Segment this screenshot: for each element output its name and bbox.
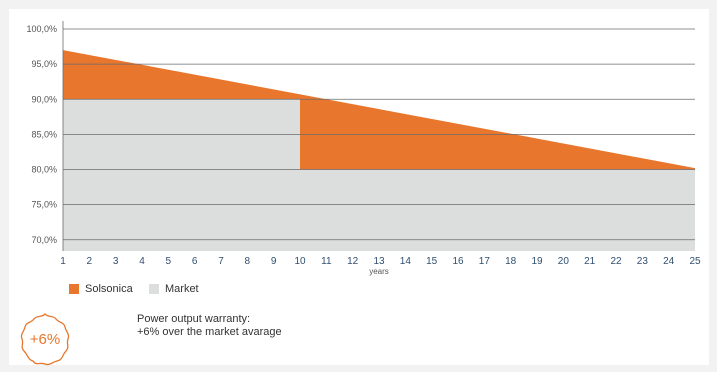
badge-label: +6%: [29, 330, 61, 348]
x-tick-label: 17: [479, 256, 491, 267]
warranty-line-1: Power output warranty:: [137, 313, 251, 325]
x-tick-label: 15: [426, 256, 438, 267]
x-tick-label: 5: [166, 256, 172, 267]
y-tick-label: 80,0%: [31, 165, 57, 175]
x-tick-label: 6: [192, 256, 198, 267]
x-axis-unit-label: years: [369, 267, 389, 276]
x-tick-label: 18: [505, 256, 517, 267]
x-tick-label: 19: [531, 256, 543, 267]
warranty-text: Power output warranty: +6% over the mark…: [137, 313, 282, 339]
x-tick-label: 23: [637, 256, 649, 267]
x-tick-label: 11: [321, 256, 332, 267]
legend-label-solsonica: Solsonica: [85, 283, 133, 295]
legend-label-market: Market: [165, 283, 199, 295]
seal-badge-icon: [20, 313, 70, 366]
x-tick-label: 8: [245, 256, 251, 267]
legend-swatch-market: [149, 284, 159, 294]
legend-item-solsonica: Solsonica: [69, 283, 133, 295]
x-tick-label: 21: [584, 256, 596, 267]
y-tick-label: 75,0%: [31, 200, 57, 210]
x-tick-label: 12: [347, 256, 359, 267]
x-tick-label: 16: [452, 256, 464, 267]
legend-swatch-solsonica: [69, 284, 79, 294]
y-tick-label: 70,0%: [31, 235, 57, 245]
x-tick-label: 25: [689, 256, 701, 267]
y-tick-label: 95,0%: [31, 59, 57, 69]
x-tick-label: 2: [87, 256, 93, 267]
x-tick-label: 4: [139, 256, 145, 267]
x-tick-label: 14: [400, 256, 412, 267]
x-tick-label: 22: [610, 256, 622, 267]
y-tick-label: 100,0%: [26, 24, 57, 34]
warranty-line-2: +6% over the market avarage: [137, 326, 282, 338]
warranty-chart: 100,0%95,0%90,0%85,0%80,0%75,0%70,0%1 2 3 4…: [26, 21, 701, 276]
x-tick-label: 24: [663, 256, 675, 267]
x-tick-label: 3: [113, 256, 119, 267]
chart-card: 100,0% 95,0% 90,0% 85,0% 80,0% 75,0% 70,0% 1 2 3 4…: [9, 9, 709, 366]
x-tick-label: 20: [558, 256, 570, 267]
x-tick-label: 9: [271, 256, 277, 267]
y-tick-label: 85,0%: [31, 129, 57, 139]
legend-item-market: Market: [149, 283, 199, 295]
x-tick-label: 13: [373, 256, 385, 267]
x-tick-label: 1: [60, 256, 66, 267]
series-area-market: [63, 99, 695, 251]
x-tick-label: 7: [218, 256, 224, 267]
y-tick-label: 90,0%: [31, 94, 57, 104]
x-tick-label: 10: [294, 256, 306, 267]
